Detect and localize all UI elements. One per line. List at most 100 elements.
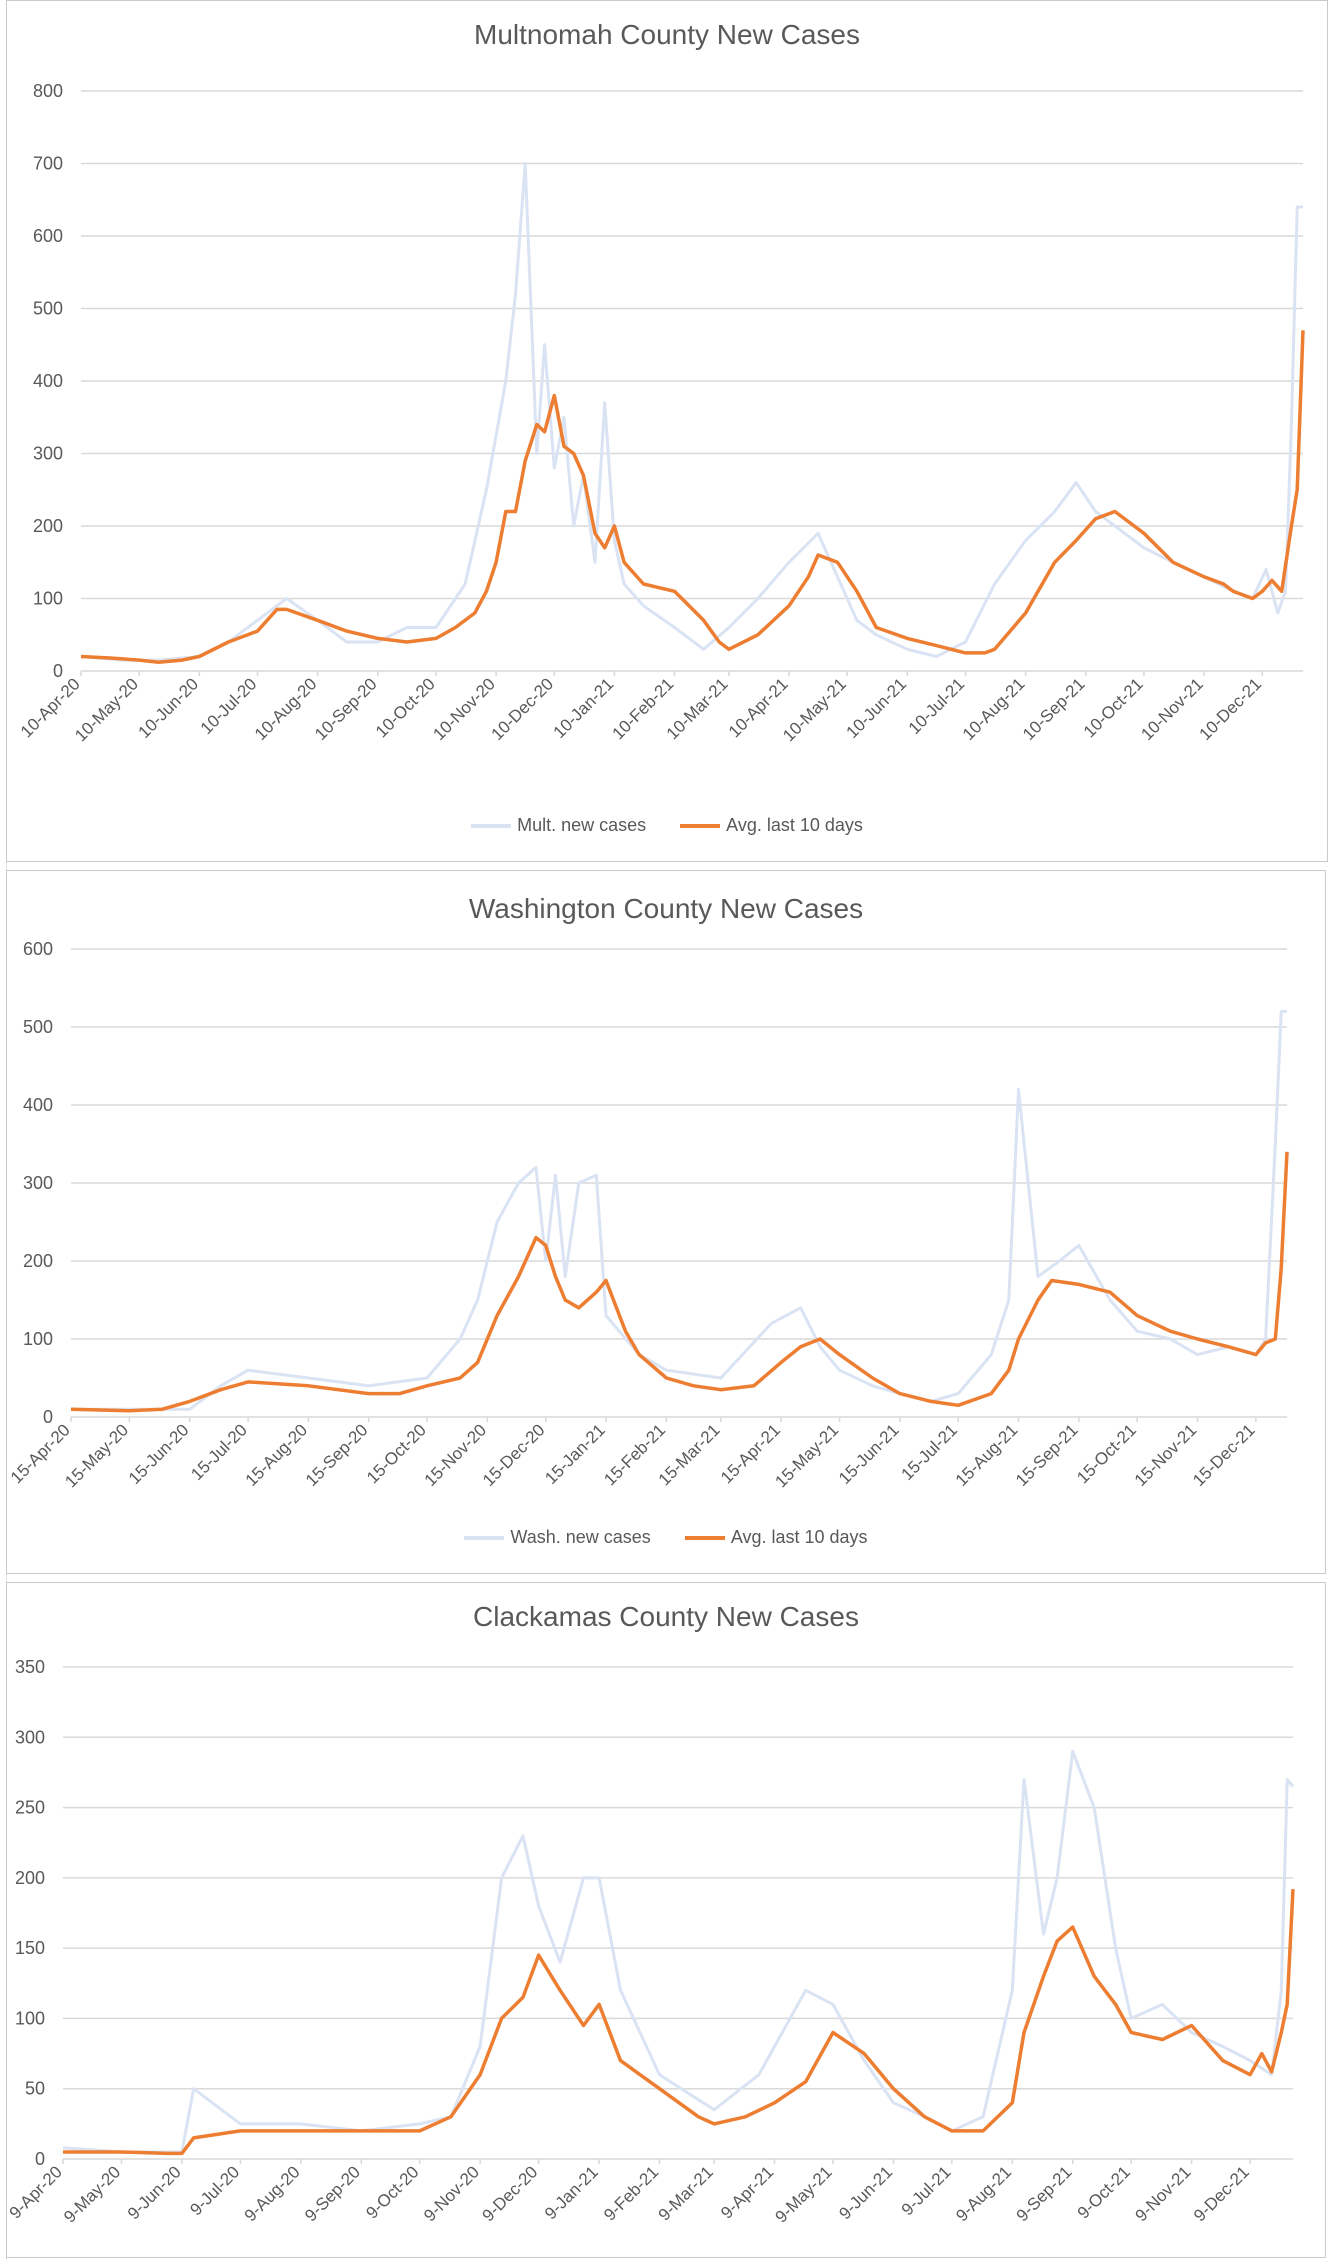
y-tick-label: 800 [33,81,63,101]
y-tick-label: 300 [23,1173,53,1193]
x-tick-label: 10-May-20 [71,674,142,745]
legend-label-avg: Avg. last 10 days [726,815,863,835]
x-tick-label: 9-May-20 [60,2162,124,2226]
x-tick-label: 9-Nov-20 [420,2162,483,2225]
x-tick-label: 9-Sep-20 [301,2162,364,2225]
chart-title: Washington County New Cases [468,893,864,924]
x-tick-label: 9-Apr-20 [7,2162,66,2222]
x-tick-label: 9-Jul-21 [898,2162,955,2219]
x-tick-label: 9-Aug-21 [952,2162,1015,2225]
x-tick-label: 15-Sep-21 [1012,1420,1082,1490]
y-tick-label: 150 [15,1938,45,1958]
y-tick-label: 0 [43,1407,53,1427]
x-tick-label: 15-Jun-20 [125,1420,193,1488]
x-tick-label: 9-Dec-20 [479,2162,542,2225]
x-tick-label: 15-Dec-20 [479,1420,549,1490]
x-tick-label: 10-Jun-21 [843,674,911,742]
x-tick-label: 15-Aug-21 [952,1420,1022,1490]
legend-swatch-daily [464,1535,505,1540]
x-tick-label: 9-Dec-21 [1190,2162,1253,2225]
x-tick-label: 10-Jul-21 [905,674,969,738]
washington-chart-panel[interactable]: Washington County New Cases 0 100 200 300 40… [6,870,1326,1574]
x-tick-label: 9-Feb-21 [600,2162,662,2224]
multnomah-chart-panel[interactable]: Multnomah County New Cases 0 100 200 300 400… [6,0,1328,862]
x-tick-label: 9-Nov-21 [1132,2162,1195,2225]
y-tick-label: 0 [53,661,63,681]
avg-10-day-line [80,330,1305,665]
x-tick-label: 10-Dec-20 [488,674,558,744]
legend-item-daily: Wash. new cases [464,1527,651,1548]
chart-title: Multnomah County New Cases [474,19,860,50]
chart-legend: Mult. new cases Avg. last 10 days [7,815,1327,836]
y-tick-label: 600 [33,226,63,246]
avg-10-day-line [70,1151,1289,1413]
x-tick-label: 9-Jul-20 [186,2162,243,2219]
y-tick-label: 100 [33,589,63,609]
washington-chart-plot: 010020030040050060015-Apr-2015-May-2015-… [7,939,1289,1491]
legend-item-avg: Avg. last 10 days [680,815,863,836]
y-tick-label: 200 [15,1868,45,1888]
clackamas-chart-panel[interactable]: Clackamas County New Cases 0 50 100 150 200 2… [6,1582,1326,2258]
y-tick-label: 50 [25,2079,45,2099]
x-tick-label: 15-Nov-20 [421,1420,491,1490]
y-tick-label: 200 [23,1251,53,1271]
x-tick-label: 10-May-21 [779,674,850,745]
legend-swatch-avg [680,823,721,828]
x-tick-label: 15-Oct-20 [363,1420,430,1487]
x-tick-label: 9-Jan-21 [541,2162,602,2223]
x-tick-label: 9-Sep-21 [1013,2162,1076,2225]
y-tick-label: 600 [23,939,53,959]
legend-label-daily: Wash. new cases [510,1527,651,1547]
x-tick-label: 9-Aug-20 [241,2162,304,2225]
x-tick-label: 10-Aug-21 [959,674,1029,744]
x-tick-label: 10-Sep-20 [311,674,381,744]
x-tick-label: 15-Jun-21 [835,1420,903,1488]
x-tick-label: 9-Apr-21 [717,2162,777,2222]
y-tick-label: 700 [33,154,63,174]
daily-cases-line [71,1009,1287,1411]
x-tick-label: 9-Jun-21 [835,2162,896,2223]
y-tick-label: 500 [33,299,63,319]
legend-swatch-daily [471,823,512,828]
y-tick-label: 350 [15,1657,45,1677]
y-tick-label: 100 [15,2008,45,2028]
legend-label-avg: Avg. last 10 days [730,1527,868,1547]
x-tick-label: 9-May-21 [772,2162,836,2226]
x-tick-label: 10-Jan-21 [550,674,618,742]
x-tick-label: 9-Oct-20 [362,2162,422,2222]
x-tick-label: 15-Oct-21 [1073,1420,1140,1487]
x-tick-label: 10-Jun-20 [135,674,203,742]
y-tick-label: 200 [33,516,63,536]
legend-label-daily: Mult. new cases [517,815,647,835]
x-tick-label: 9-Jun-20 [124,2162,185,2223]
x-tick-label: 10-Aug-20 [251,674,321,744]
avg-10-day-line [63,1889,1295,2156]
y-tick-label: 300 [15,1727,45,1747]
x-tick-label: 10-Sep-21 [1019,674,1089,744]
y-tick-label: 500 [23,1017,53,1037]
y-tick-label: 100 [23,1329,53,1349]
multnomah-chart-plot: 010020030040050060070080010-Apr-2010-May… [17,81,1305,745]
x-tick-label: 10-Nov-21 [1137,674,1207,744]
x-tick-label: 10-Dec-21 [1196,674,1266,744]
x-tick-label: 15-May-20 [61,1420,132,1491]
x-tick-label: 15-Jul-21 [897,1420,961,1484]
y-tick-label: 300 [33,444,63,464]
daily-cases-line [80,162,1303,662]
x-tick-label: 9-Mar-21 [655,2162,717,2224]
x-tick-label: 15-Jan-21 [541,1420,609,1488]
y-tick-label: 0 [35,2149,45,2169]
y-tick-label: 400 [33,371,63,391]
daily-cases-line [62,1749,1295,2154]
x-tick-label: 15-Sep-20 [302,1420,372,1490]
x-tick-label: 15-Jul-20 [187,1420,251,1484]
x-tick-label: 15-May-21 [771,1420,842,1491]
x-tick-label: 15-Aug-20 [242,1420,312,1490]
x-tick-label: 15-Nov-21 [1131,1420,1201,1490]
y-tick-label: 400 [23,1095,53,1115]
chart-title: Clackamas County New Cases [473,1601,859,1632]
y-tick-label: 250 [15,1798,45,1818]
chart-legend: Wash. new cases Avg. last 10 days [7,1527,1325,1548]
x-tick-label: 10-Nov-20 [429,674,499,744]
